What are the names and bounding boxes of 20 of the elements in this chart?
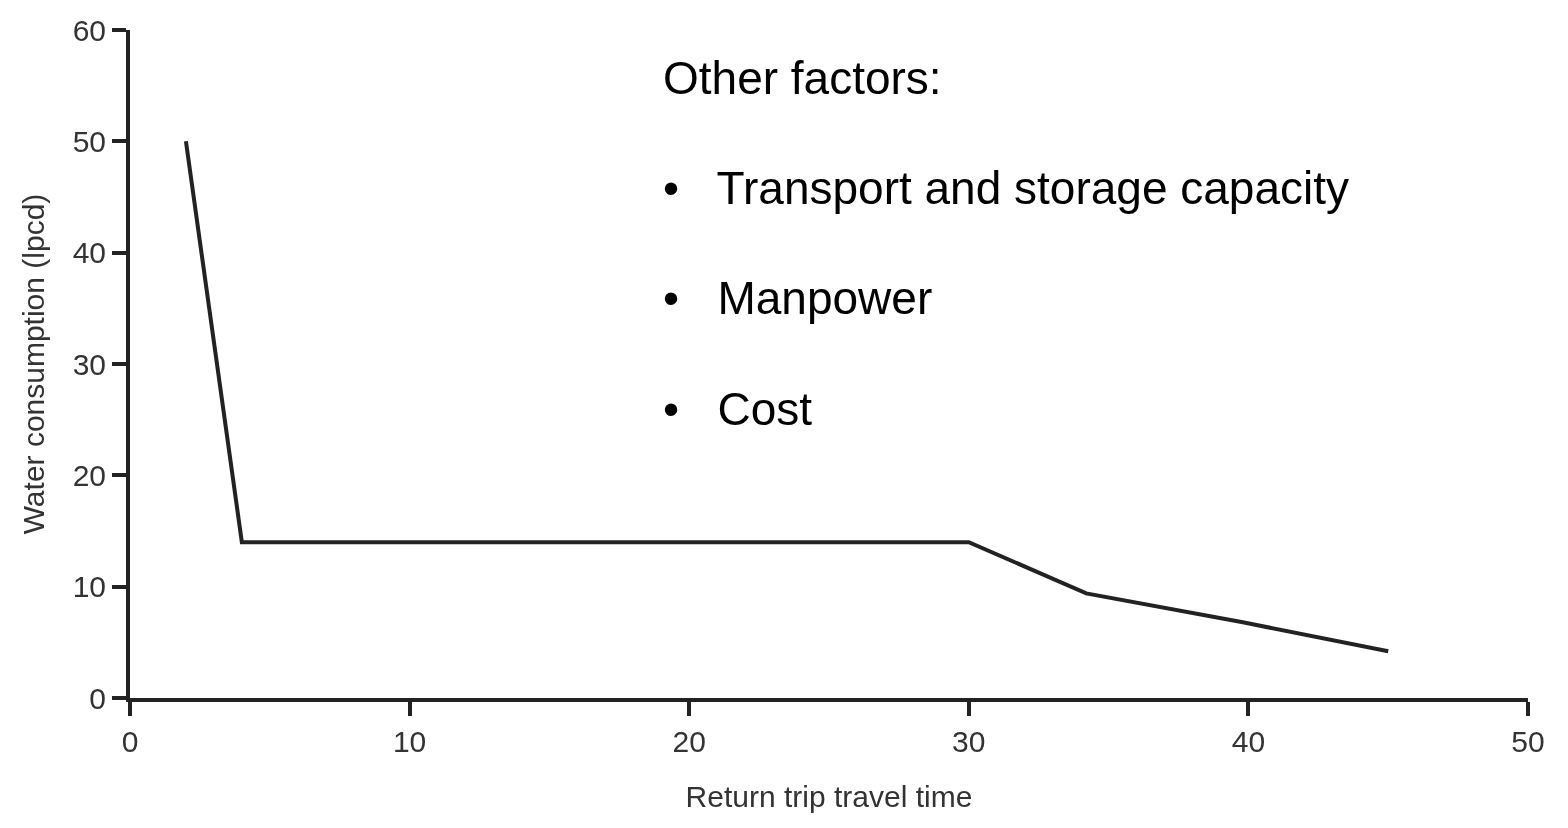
annotation: • Cost <box>663 383 813 435</box>
annotation: • Transport and storage capacity <box>663 162 1350 214</box>
line-series <box>183 139 1391 654</box>
y-tick-label: 0 <box>89 681 106 715</box>
x-tick-label: 10 <box>392 725 427 758</box>
x-tick-label: 20 <box>672 725 706 758</box>
y-tick-label: 10 <box>72 570 106 604</box>
y-axis-title: Water consumption (lpcd) <box>17 193 51 535</box>
y-tick-label: 40 <box>72 236 106 270</box>
annotation: Other factors: <box>663 52 942 104</box>
y-tick-label: 60 <box>72 13 106 47</box>
y-tick-label: 30 <box>72 347 106 381</box>
x-tick-label: 40 <box>1231 725 1266 758</box>
x-axis-title: Return trip travel time <box>685 780 973 813</box>
annotation: • Manpower <box>663 272 933 324</box>
y-tick-label: 20 <box>72 458 106 492</box>
y-tick-label: 50 <box>72 124 106 158</box>
x-tick-label: 50 <box>1511 725 1545 758</box>
x-tick-label: 0 <box>121 725 139 758</box>
x-tick-label: 30 <box>952 725 986 758</box>
